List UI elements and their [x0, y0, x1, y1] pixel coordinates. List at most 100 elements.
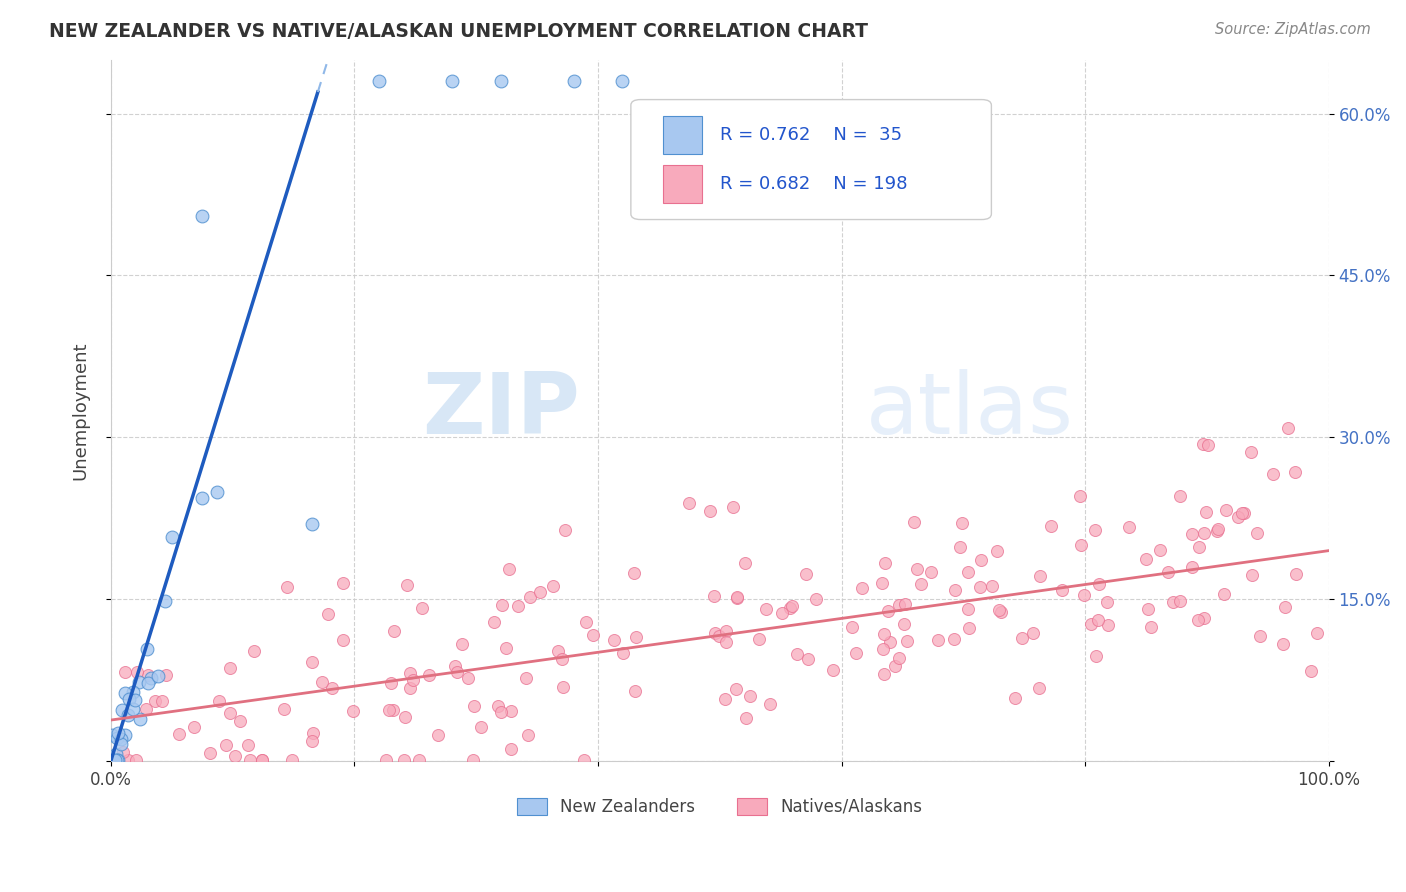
Point [841, 620, 863, 634]
Point [461, 753, 484, 767]
Point [1205, 524, 1227, 538]
Point [950, 516, 973, 530]
Point [136, 641, 159, 656]
Point [135, 702, 157, 716]
Point [603, 632, 626, 647]
Point [759, 698, 782, 712]
Point [1274, 599, 1296, 614]
Point [1149, 542, 1171, 557]
Point [198, 747, 221, 761]
Point [104, 747, 127, 762]
Point [396, 578, 419, 592]
Point [703, 589, 725, 603]
Point [1073, 588, 1095, 602]
Point [1187, 613, 1209, 627]
Point [927, 632, 949, 647]
Point [910, 577, 932, 591]
Point [612, 646, 634, 660]
Point [1226, 510, 1249, 524]
Point [623, 566, 645, 580]
Point [377, 703, 399, 717]
Point [107, 753, 129, 767]
Point [104, 753, 127, 767]
Point [443, 659, 465, 673]
Point [375, 753, 398, 767]
Point [236, 738, 259, 752]
Point [721, 500, 744, 515]
Point [224, 749, 246, 764]
Point [276, 580, 298, 594]
Point [851, 581, 873, 595]
Point [957, 602, 980, 616]
Point [1272, 637, 1295, 651]
Point [301, 725, 323, 739]
Point [1192, 611, 1215, 625]
Point [394, 753, 416, 767]
Point [121, 702, 143, 716]
Point [1230, 506, 1253, 520]
Point [124, 753, 146, 767]
Point [884, 658, 907, 673]
Point [1240, 445, 1263, 459]
Point [273, 702, 295, 716]
Point [1232, 506, 1254, 520]
Point [1080, 617, 1102, 632]
Point [155, 668, 177, 682]
Text: Source: ZipAtlas.com: Source: ZipAtlas.com [1215, 22, 1371, 37]
Point [110, 732, 132, 747]
Point [1050, 583, 1073, 598]
FancyBboxPatch shape [662, 116, 702, 154]
Point [215, 739, 238, 753]
Point [1118, 520, 1140, 534]
Point [990, 605, 1012, 619]
Point [491, 598, 513, 612]
Point [574, 615, 596, 630]
Point [903, 515, 925, 529]
Point [1192, 525, 1215, 540]
Point [250, 753, 273, 767]
Point [845, 647, 868, 661]
Point [1181, 527, 1204, 541]
Point [1306, 625, 1329, 640]
Point [1069, 489, 1091, 503]
Point [399, 666, 422, 681]
Point [1192, 437, 1215, 451]
Point [427, 728, 450, 742]
Point [153, 594, 176, 608]
Point [714, 624, 737, 639]
Point [506, 599, 529, 614]
Point [136, 676, 159, 690]
Point [208, 694, 231, 708]
Point [1028, 681, 1050, 696]
Point [1011, 631, 1033, 645]
Point [870, 576, 893, 591]
Point [529, 585, 551, 599]
Point [740, 689, 762, 703]
Point [489, 705, 512, 719]
Point [714, 635, 737, 649]
Point [105, 731, 128, 746]
Point [501, 741, 523, 756]
Point [893, 616, 915, 631]
Point [1187, 540, 1209, 554]
Point [101, 728, 124, 742]
Point [111, 703, 134, 717]
Point [945, 582, 967, 597]
Point [495, 640, 517, 655]
Point [160, 531, 183, 545]
Point [128, 675, 150, 690]
Point [301, 734, 323, 748]
Point [136, 667, 159, 681]
Point [411, 601, 433, 615]
Point [624, 683, 647, 698]
Point [1087, 613, 1109, 627]
Point [872, 642, 894, 657]
Point [321, 681, 343, 696]
Point [1277, 421, 1299, 435]
Point [879, 635, 901, 649]
Point [367, 74, 389, 88]
Point [612, 74, 634, 88]
Point [877, 604, 900, 618]
Point [551, 652, 574, 666]
Point [394, 709, 416, 723]
